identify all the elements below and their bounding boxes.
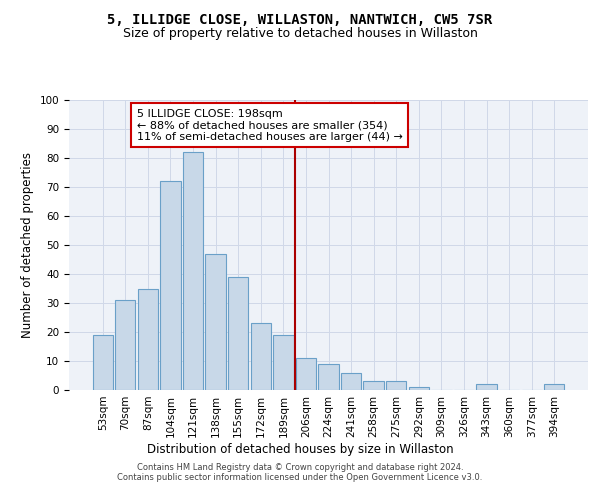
Bar — [296, 358, 316, 390]
Bar — [476, 384, 497, 390]
Bar — [251, 324, 271, 390]
Bar — [228, 277, 248, 390]
Text: Distribution of detached houses by size in Willaston: Distribution of detached houses by size … — [146, 442, 454, 456]
Bar — [364, 382, 384, 390]
Bar — [386, 382, 406, 390]
Bar — [544, 384, 565, 390]
Bar — [341, 372, 361, 390]
Bar — [160, 181, 181, 390]
Bar — [319, 364, 338, 390]
Bar — [138, 288, 158, 390]
Bar — [183, 152, 203, 390]
Bar — [115, 300, 136, 390]
Bar — [273, 335, 293, 390]
Text: Size of property relative to detached houses in Willaston: Size of property relative to detached ho… — [122, 28, 478, 40]
Bar — [92, 335, 113, 390]
Bar — [409, 387, 429, 390]
Bar — [205, 254, 226, 390]
Text: 5, ILLIDGE CLOSE, WILLASTON, NANTWICH, CW5 7SR: 5, ILLIDGE CLOSE, WILLASTON, NANTWICH, C… — [107, 12, 493, 26]
Text: Contains HM Land Registry data © Crown copyright and database right 2024.
Contai: Contains HM Land Registry data © Crown c… — [118, 463, 482, 482]
Y-axis label: Number of detached properties: Number of detached properties — [21, 152, 34, 338]
Text: 5 ILLIDGE CLOSE: 198sqm
← 88% of detached houses are smaller (354)
11% of semi-d: 5 ILLIDGE CLOSE: 198sqm ← 88% of detache… — [137, 108, 403, 142]
